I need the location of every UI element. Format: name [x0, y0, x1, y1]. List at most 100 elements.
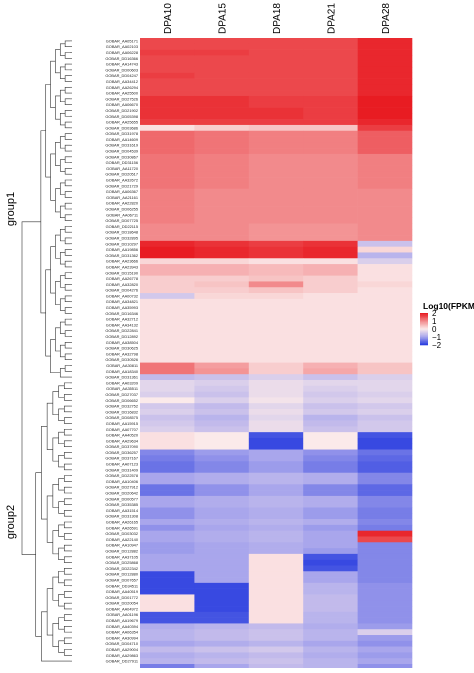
row-label: GOBAR_AA26165 [106, 519, 138, 524]
heatmap-cell [140, 339, 195, 346]
row-label: GOBAR_DD36257 [105, 450, 138, 455]
heatmap-cell [357, 66, 413, 74]
heatmap-cell [303, 374, 358, 381]
row-label: GOBAR_AA32672 [106, 178, 138, 183]
heatmap-cell [248, 461, 304, 468]
dendrogram-branch [55, 234, 61, 259]
heatmap-cell [357, 206, 413, 213]
heatmap-cell [140, 611, 195, 618]
dendrogram-branch [52, 530, 59, 555]
heatmap-cell [248, 443, 304, 450]
legend-swatch [420, 321, 428, 323]
heatmap-cell [140, 142, 195, 149]
dendrogram-branch [64, 52, 70, 59]
heatmap-cell [194, 611, 250, 618]
dendrogram-branch [59, 89, 66, 103]
heatmap-cell [248, 414, 304, 421]
heatmap-cell [248, 84, 304, 91]
heatmap-cell [248, 55, 304, 62]
heatmap-cell [357, 484, 413, 491]
heatmap-cell [248, 611, 304, 618]
dendrogram-branch [52, 437, 59, 462]
heatmap-cell [140, 652, 195, 659]
row-label: GOBAR_AA02103 [106, 44, 138, 49]
heatmap-cell [357, 153, 413, 161]
dendrogram-branch [63, 405, 70, 413]
row-label: GOBAR_DD15190 [105, 270, 138, 275]
heatmap-cell [357, 495, 413, 503]
heatmap-cell [303, 420, 358, 427]
heatmap-cell [303, 559, 358, 566]
row-label: GOBAR_AA22140 [106, 537, 139, 542]
heatmap-cell [303, 298, 358, 305]
row-label: GOBAR_DD20642 [105, 491, 138, 496]
heatmap-cell [248, 258, 304, 265]
heatmap-cell [303, 414, 358, 421]
heatmap-cell [140, 38, 195, 45]
heatmap-cell [248, 507, 304, 514]
row-label: GOBAR_DD34511 [106, 583, 138, 588]
heatmap-cell [357, 530, 413, 537]
heatmap-cell [303, 368, 358, 375]
heatmap-cell [357, 553, 413, 560]
heatmap-cell [194, 606, 250, 613]
heatmap-cell [357, 310, 413, 317]
row-label: GOBAR_DD31619 [105, 143, 138, 148]
heatmap-cell [357, 264, 413, 271]
row-label: GOBAR_DD27911 [106, 659, 138, 664]
heatmap-cell [248, 153, 304, 161]
heatmap-cell [140, 351, 195, 358]
heatmap-cell [140, 600, 195, 607]
row-label: GOBAR_AA25500 [106, 91, 139, 96]
heatmap-cell [303, 403, 358, 410]
heatmap-cell [140, 571, 195, 578]
heatmap-cell [357, 524, 413, 531]
heatmap-cell [357, 275, 413, 282]
dendrogram-branch [63, 568, 70, 575]
heatmap-cell [140, 466, 195, 474]
heatmap-cell [194, 646, 250, 653]
heatmap-cell [194, 472, 250, 479]
heatmap-cell [248, 536, 304, 543]
heatmap-cell [248, 351, 304, 358]
heatmap-cell [303, 519, 358, 526]
heatmap-cell [303, 153, 358, 161]
heatmap-cell [248, 356, 304, 363]
heatmap-cell [357, 113, 413, 120]
heatmap-cell [140, 49, 195, 56]
heatmap-cell [194, 513, 250, 520]
dendrogram-branch [58, 455, 65, 468]
heatmap-cell [248, 310, 304, 317]
heatmap-cell [194, 136, 250, 143]
column-label: DPA28 [381, 3, 392, 34]
heatmap-cell [140, 426, 195, 433]
heatmap-cell [303, 548, 358, 555]
heatmap-cell [303, 188, 358, 195]
heatmap-cell [140, 432, 195, 439]
heatmap-cell [303, 437, 358, 445]
row-label: GOBAR_DD06255 [105, 206, 138, 211]
heatmap-cell [248, 182, 304, 190]
heatmap-cell [303, 38, 358, 45]
heatmap-cell [248, 646, 304, 653]
heatmap-cell [357, 90, 413, 97]
heatmap-cell [140, 455, 195, 462]
heatmap-cell [303, 43, 358, 50]
heatmap-cell [140, 252, 195, 259]
heatmap-cell [194, 484, 250, 491]
row-label: GOBAR_AA21161 [106, 195, 138, 200]
heatmap-cell [194, 385, 250, 392]
row-label: GOBAR_DD27037 [105, 392, 138, 397]
row-label: GOBAR_DD21729 [105, 183, 138, 188]
heatmap-cell [303, 495, 358, 503]
heatmap-cell [357, 437, 413, 445]
heatmap-cell [194, 322, 250, 329]
legend-swatch [420, 338, 428, 340]
heatmap-cell [303, 269, 358, 276]
heatmap-cell [248, 217, 304, 224]
heatmap-cell [194, 61, 250, 68]
column-label: DPA10 [163, 3, 174, 34]
heatmap-cell [357, 420, 413, 427]
heatmap-cell [194, 119, 250, 126]
